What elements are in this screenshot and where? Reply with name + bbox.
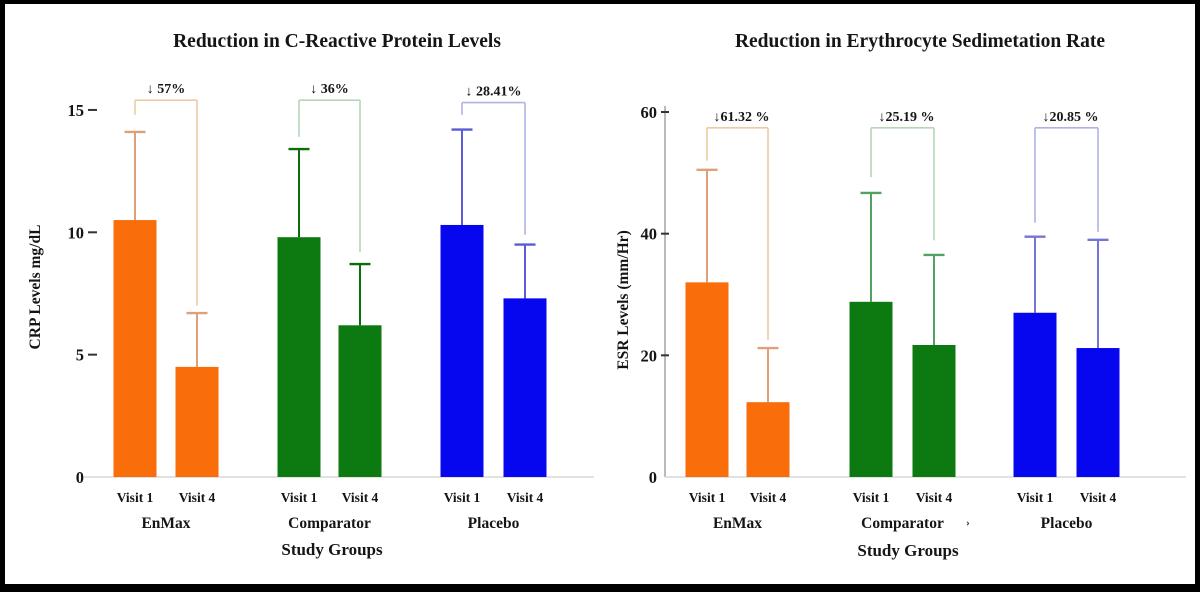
bar-label: Visit 1	[281, 490, 318, 505]
bar-label: Visit 4	[750, 490, 787, 505]
y-tick-label: 20	[641, 346, 658, 365]
bar-enmax-visit-1	[113, 220, 157, 477]
bar-placebo-visit-4	[1076, 348, 1120, 477]
bar-label: Visit 4	[342, 490, 379, 505]
bar-label: Visit 4	[916, 490, 953, 505]
bar-label: Visit 4	[507, 490, 544, 505]
chart-panel-esr: Reduction in Erythrocyte Sedimetation Ra…	[615, 31, 1186, 560]
bar-label: Visit 1	[1017, 490, 1054, 505]
bar-placebo-visit-1	[440, 224, 484, 477]
bar-label: Visit 1	[853, 490, 890, 505]
reduction-annotation-comparator: ↓25.19 %	[879, 110, 935, 125]
bar-comparator-visit-1	[277, 237, 321, 477]
bar-label: Visit 4	[1080, 490, 1117, 505]
chart-panel-crp: Reduction in C-Reactive Protein Levels CR…	[27, 31, 594, 559]
x-axis-label: Study Groups	[857, 541, 959, 560]
reduction-annotation-enmax: ↓61.32 %	[714, 110, 770, 125]
group-label-placebo: Placebo	[468, 515, 520, 532]
x-axis-label: Study Groups	[281, 540, 383, 559]
reduction-annotation-placebo: ↓ 28.41%	[466, 85, 522, 100]
bar-comparator-visit-4	[912, 344, 956, 477]
y-tick-label: 40	[641, 225, 658, 244]
chart-title: Reduction in C-Reactive Protein Levels	[173, 31, 501, 52]
bar-enmax-visit-1	[685, 282, 729, 477]
bar-comparator-visit-1	[849, 301, 893, 477]
reduction-annotation-placebo: ↓20.85 %	[1043, 110, 1099, 125]
y-tick-label: 0	[76, 468, 84, 487]
bar-label: Visit 1	[444, 490, 481, 505]
chart-title: Reduction in Erythrocyte Sedimetation Ra…	[735, 31, 1105, 52]
y-tick-label: 60	[641, 103, 658, 122]
y-tick-label: 10	[68, 223, 85, 242]
group-label-enmax: EnMax	[141, 515, 190, 532]
y-axis-label: CRP Levels mg/dL	[27, 225, 44, 350]
group-label-placebo: Placebo	[1041, 515, 1093, 532]
bar-comparator-visit-4	[338, 325, 382, 477]
group-label-comparator: Comparator	[861, 515, 944, 532]
bar-placebo-visit-4	[503, 298, 547, 477]
bar-label: Visit 4	[179, 490, 216, 505]
bar-placebo-visit-1	[1013, 312, 1057, 477]
stray-artifact: ›	[966, 517, 970, 529]
bar-enmax-visit-4	[175, 366, 219, 477]
group-label-comparator: Comparator	[288, 515, 371, 532]
bar-label: Visit 1	[117, 490, 154, 505]
bar-enmax-visit-4	[746, 402, 790, 477]
y-tick-label: 15	[68, 101, 85, 120]
group-label-enmax: EnMax	[713, 515, 762, 532]
bar-label: Visit 1	[689, 490, 726, 505]
y-axis-label: ESR Levels (mm/Hr)	[615, 230, 632, 369]
reduction-annotation-enmax: ↓ 57%	[147, 82, 186, 97]
y-tick-label: 5	[76, 346, 84, 365]
y-tick-label: 0	[649, 468, 657, 487]
reduction-annotation-comparator: ↓ 36%	[310, 82, 349, 97]
